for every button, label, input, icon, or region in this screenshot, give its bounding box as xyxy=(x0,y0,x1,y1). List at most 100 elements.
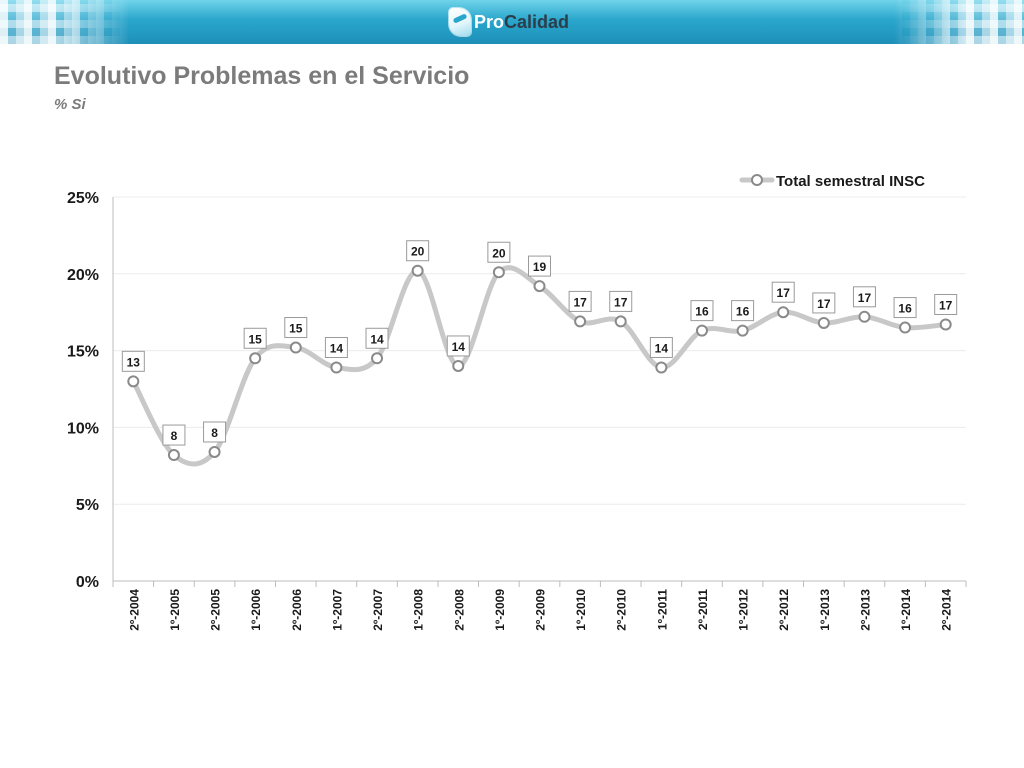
logo-text-calidad: Calidad xyxy=(504,11,570,32)
data-label: 16 xyxy=(690,300,714,322)
x-tick-label: 1º-2013 xyxy=(818,589,832,631)
legend-label: Total semestral INSC xyxy=(776,173,925,190)
data-label-text: 17 xyxy=(817,297,831,311)
data-label-box xyxy=(893,297,917,319)
data-point-marker xyxy=(695,324,708,337)
data-point-marker xyxy=(371,352,384,365)
data-label-text: 15 xyxy=(289,322,303,336)
logo-mark-icon xyxy=(449,8,471,36)
data-point-marker xyxy=(614,315,627,328)
data-label: 14 xyxy=(365,327,389,349)
x-tick-label: 2º-2011 xyxy=(696,589,710,630)
data-label-text: 15 xyxy=(248,332,262,346)
x-tick-label: 2º-2014 xyxy=(940,589,954,631)
data-label-box xyxy=(609,290,633,312)
data-point-marker xyxy=(452,359,465,372)
data-label-text: 8 xyxy=(211,426,218,440)
y-tick-label: 10% xyxy=(67,420,99,437)
x-tick-label: 2º-2009 xyxy=(534,589,548,631)
data-point-marker xyxy=(899,321,912,334)
data-label-box xyxy=(243,327,267,349)
data-label-box xyxy=(324,336,348,358)
data-label-text: 8 xyxy=(171,429,178,443)
data-label-text: 13 xyxy=(127,355,141,369)
data-point-marker xyxy=(208,445,221,458)
banner-pattern-left xyxy=(0,0,130,44)
x-tick-label: 1º-2005 xyxy=(168,589,182,631)
x-tick-label: 2º-2004 xyxy=(127,589,141,631)
data-label-box xyxy=(162,424,186,446)
data-label-box xyxy=(649,336,673,358)
y-tick-label: 25% xyxy=(67,190,99,207)
data-label: 8 xyxy=(203,421,227,443)
data-label-text: 17 xyxy=(614,295,628,309)
data-label-text: 14 xyxy=(330,341,344,355)
data-label: 15 xyxy=(243,327,267,349)
x-tick-label: 2º-2006 xyxy=(290,589,304,631)
x-tick-label: 2º-2013 xyxy=(858,589,872,631)
data-label-box xyxy=(487,241,511,263)
data-label-text: 17 xyxy=(777,286,791,300)
data-label: 14 xyxy=(446,335,470,357)
data-point-marker xyxy=(411,264,424,277)
x-tick-label: 2º-2007 xyxy=(371,589,385,631)
data-label: 15 xyxy=(284,317,308,339)
data-point-marker xyxy=(736,324,749,337)
x-tick-label: 1º-2007 xyxy=(330,589,344,631)
x-tick-label: 1º-2010 xyxy=(574,589,588,631)
x-tick-label: 1º-2008 xyxy=(412,589,426,631)
data-point-marker xyxy=(289,341,302,354)
data-label: 20 xyxy=(487,241,511,263)
data-label-text: 16 xyxy=(898,302,912,316)
data-point-marker xyxy=(167,449,180,462)
data-label-text: 19 xyxy=(533,260,547,274)
data-label-box xyxy=(406,240,430,262)
x-tick-label: 1º-2009 xyxy=(493,589,507,631)
data-label-text: 14 xyxy=(452,340,466,354)
data-label-text: 20 xyxy=(411,245,425,259)
data-label: 14 xyxy=(324,336,348,358)
data-label-text: 16 xyxy=(736,305,750,319)
x-tick-label: 2º-2008 xyxy=(452,589,466,631)
data-label: 17 xyxy=(852,286,876,308)
data-label: 17 xyxy=(812,292,836,314)
data-label-text: 14 xyxy=(370,332,384,346)
data-label-box xyxy=(690,300,714,322)
data-label: 16 xyxy=(731,300,755,322)
x-tick-label: 2º-2012 xyxy=(777,589,791,631)
data-point-marker xyxy=(330,361,343,374)
data-label-box xyxy=(812,292,836,314)
data-label-text: 16 xyxy=(695,305,709,319)
y-tick-label: 0% xyxy=(76,574,99,591)
data-point-marker xyxy=(939,318,952,331)
y-tick-label: 5% xyxy=(76,497,99,514)
data-label: 16 xyxy=(893,297,917,319)
y-tick-label: 15% xyxy=(67,344,99,361)
y-tick-label: 20% xyxy=(67,267,99,284)
slide-title: Evolutivo Problemas en el Servicio xyxy=(54,62,470,90)
data-label: 8 xyxy=(162,424,186,446)
data-point-marker xyxy=(777,306,790,319)
x-tick-label: 2º-2010 xyxy=(615,589,629,631)
data-label-box xyxy=(771,281,795,303)
legend: Total semestral INSC xyxy=(739,173,925,190)
data-label-text: 17 xyxy=(573,295,587,309)
data-label-box xyxy=(284,317,308,339)
data-label-box xyxy=(121,350,145,372)
x-tick-label: 1º-2006 xyxy=(249,589,263,631)
data-label-box xyxy=(365,327,389,349)
data-label: 19 xyxy=(528,255,551,277)
data-label-text: 17 xyxy=(939,298,953,312)
data-label-box xyxy=(731,300,755,322)
data-point-marker xyxy=(817,316,830,329)
data-label-text: 17 xyxy=(858,291,872,305)
slide-subtitle: % Si xyxy=(54,96,86,113)
data-label: 17 xyxy=(568,290,592,312)
data-label: 17 xyxy=(771,281,795,303)
data-point-marker xyxy=(655,361,668,374)
logo-text: Pro Calidad xyxy=(474,12,569,33)
header-banner: Pro Calidad xyxy=(0,0,1024,44)
data-label: 13 xyxy=(121,350,145,372)
data-label-box xyxy=(528,255,551,277)
